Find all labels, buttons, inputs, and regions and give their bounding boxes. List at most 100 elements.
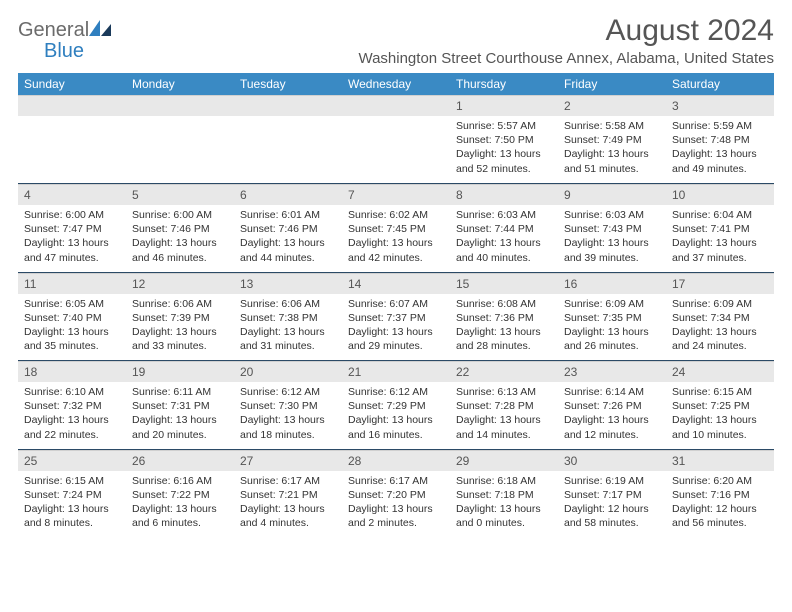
day-detail-line: Sunrise: 6:11 AM bbox=[132, 385, 228, 399]
calendar-day-cell: 10Sunrise: 6:04 AMSunset: 7:41 PMDayligh… bbox=[666, 184, 774, 272]
day-detail-line: Daylight: 13 hours bbox=[348, 502, 444, 516]
day-number: 26 bbox=[126, 450, 234, 471]
day-detail-line: Sunset: 7:31 PM bbox=[132, 399, 228, 413]
day-detail-line: Daylight: 12 hours bbox=[564, 502, 660, 516]
calendar-day-cell: 20Sunrise: 6:12 AMSunset: 7:30 PMDayligh… bbox=[234, 361, 342, 449]
calendar-week-row: 18Sunrise: 6:10 AMSunset: 7:32 PMDayligh… bbox=[18, 361, 774, 449]
day-detail-line: Daylight: 13 hours bbox=[564, 325, 660, 339]
calendar-day-cell: 29Sunrise: 6:18 AMSunset: 7:18 PMDayligh… bbox=[450, 449, 558, 537]
day-detail-line: Daylight: 13 hours bbox=[564, 236, 660, 250]
day-detail-line: Sunset: 7:46 PM bbox=[240, 222, 336, 236]
calendar-day-cell: 14Sunrise: 6:07 AMSunset: 7:37 PMDayligh… bbox=[342, 272, 450, 360]
day-detail-line: and 49 minutes. bbox=[672, 162, 768, 176]
calendar-day-cell: 28Sunrise: 6:17 AMSunset: 7:20 PMDayligh… bbox=[342, 449, 450, 537]
day-detail-line: Daylight: 13 hours bbox=[132, 413, 228, 427]
calendar-day-cell: 5Sunrise: 6:00 AMSunset: 7:46 PMDaylight… bbox=[126, 184, 234, 272]
calendar-day-cell bbox=[342, 95, 450, 183]
day-detail-line: Sunset: 7:40 PM bbox=[24, 311, 120, 325]
day-detail-line: Daylight: 13 hours bbox=[348, 413, 444, 427]
day-details: Sunrise: 6:14 AMSunset: 7:26 PMDaylight:… bbox=[558, 382, 666, 446]
calendar-day-cell: 4Sunrise: 6:00 AMSunset: 7:47 PMDaylight… bbox=[18, 184, 126, 272]
day-detail-line: Sunset: 7:38 PM bbox=[240, 311, 336, 325]
day-detail-line: Sunset: 7:17 PM bbox=[564, 488, 660, 502]
day-detail-line: Daylight: 13 hours bbox=[672, 325, 768, 339]
calendar-day-cell: 22Sunrise: 6:13 AMSunset: 7:28 PMDayligh… bbox=[450, 361, 558, 449]
day-number bbox=[126, 95, 234, 116]
calendar-day-cell: 11Sunrise: 6:05 AMSunset: 7:40 PMDayligh… bbox=[18, 272, 126, 360]
day-detail-line: Sunrise: 6:17 AM bbox=[348, 474, 444, 488]
calendar-day-cell: 27Sunrise: 6:17 AMSunset: 7:21 PMDayligh… bbox=[234, 449, 342, 537]
day-details: Sunrise: 6:06 AMSunset: 7:39 PMDaylight:… bbox=[126, 294, 234, 358]
day-detail-line: and 51 minutes. bbox=[564, 162, 660, 176]
day-detail-line: Daylight: 13 hours bbox=[240, 413, 336, 427]
brand-logo: General Blue bbox=[18, 14, 111, 62]
day-number bbox=[342, 95, 450, 116]
day-detail-line: Sunrise: 6:13 AM bbox=[456, 385, 552, 399]
calendar-day-cell: 1Sunrise: 5:57 AMSunset: 7:50 PMDaylight… bbox=[450, 95, 558, 183]
calendar-day-cell: 30Sunrise: 6:19 AMSunset: 7:17 PMDayligh… bbox=[558, 449, 666, 537]
day-number: 15 bbox=[450, 273, 558, 294]
day-detail-line: Sunset: 7:26 PM bbox=[564, 399, 660, 413]
day-detail-line: Sunrise: 6:00 AM bbox=[132, 208, 228, 222]
day-number: 31 bbox=[666, 450, 774, 471]
day-detail-line: Sunset: 7:37 PM bbox=[348, 311, 444, 325]
day-detail-line: Sunrise: 6:12 AM bbox=[240, 385, 336, 399]
day-number bbox=[18, 95, 126, 116]
weekday-header: Monday bbox=[126, 73, 234, 95]
day-detail-line: and 58 minutes. bbox=[564, 516, 660, 530]
day-detail-line: and 39 minutes. bbox=[564, 251, 660, 265]
day-detail-line: Sunrise: 5:58 AM bbox=[564, 119, 660, 133]
day-detail-line: and 12 minutes. bbox=[564, 428, 660, 442]
weekday-header: Saturday bbox=[666, 73, 774, 95]
day-detail-line: Daylight: 13 hours bbox=[132, 236, 228, 250]
day-details: Sunrise: 6:02 AMSunset: 7:45 PMDaylight:… bbox=[342, 205, 450, 269]
day-detail-line: Sunrise: 6:06 AM bbox=[240, 297, 336, 311]
day-detail-line: Daylight: 13 hours bbox=[348, 236, 444, 250]
day-detail-line: Sunset: 7:28 PM bbox=[456, 399, 552, 413]
day-details bbox=[234, 116, 342, 123]
day-number: 11 bbox=[18, 273, 126, 294]
day-detail-line: Sunset: 7:41 PM bbox=[672, 222, 768, 236]
day-details: Sunrise: 6:18 AMSunset: 7:18 PMDaylight:… bbox=[450, 471, 558, 535]
day-detail-line: and 16 minutes. bbox=[348, 428, 444, 442]
day-detail-line: Daylight: 13 hours bbox=[24, 502, 120, 516]
logo-text-block: General Blue bbox=[18, 20, 111, 62]
day-detail-line: Sunset: 7:45 PM bbox=[348, 222, 444, 236]
day-detail-line: and 0 minutes. bbox=[456, 516, 552, 530]
calendar-day-cell: 31Sunrise: 6:20 AMSunset: 7:16 PMDayligh… bbox=[666, 449, 774, 537]
calendar-week-row: 4Sunrise: 6:00 AMSunset: 7:47 PMDaylight… bbox=[18, 184, 774, 272]
calendar-day-cell: 13Sunrise: 6:06 AMSunset: 7:38 PMDayligh… bbox=[234, 272, 342, 360]
header: General Blue August 2024 Washington Stre… bbox=[18, 14, 774, 67]
day-detail-line: Daylight: 13 hours bbox=[672, 236, 768, 250]
day-number: 17 bbox=[666, 273, 774, 294]
day-detail-line: and 4 minutes. bbox=[240, 516, 336, 530]
day-detail-line: Sunrise: 6:08 AM bbox=[456, 297, 552, 311]
calendar-day-cell: 26Sunrise: 6:16 AMSunset: 7:22 PMDayligh… bbox=[126, 449, 234, 537]
day-detail-line: Daylight: 13 hours bbox=[456, 413, 552, 427]
day-number: 4 bbox=[18, 184, 126, 205]
calendar-day-cell: 6Sunrise: 6:01 AMSunset: 7:46 PMDaylight… bbox=[234, 184, 342, 272]
weekday-header: Tuesday bbox=[234, 73, 342, 95]
day-detail-line: Sunset: 7:50 PM bbox=[456, 133, 552, 147]
day-detail-line: Sunrise: 6:12 AM bbox=[348, 385, 444, 399]
day-detail-line: Sunrise: 6:01 AM bbox=[240, 208, 336, 222]
day-detail-line: Daylight: 13 hours bbox=[240, 502, 336, 516]
day-detail-line: and 56 minutes. bbox=[672, 516, 768, 530]
day-detail-line: Daylight: 13 hours bbox=[672, 413, 768, 427]
day-number: 24 bbox=[666, 361, 774, 382]
day-number: 5 bbox=[126, 184, 234, 205]
day-details bbox=[18, 116, 126, 123]
day-detail-line: Sunrise: 6:17 AM bbox=[240, 474, 336, 488]
calendar-grid: SundayMondayTuesdayWednesdayThursdayFrid… bbox=[18, 73, 774, 537]
day-detail-line: Daylight: 13 hours bbox=[564, 147, 660, 161]
day-detail-line: Sunset: 7:18 PM bbox=[456, 488, 552, 502]
day-detail-line: Sunrise: 6:18 AM bbox=[456, 474, 552, 488]
day-detail-line: and 40 minutes. bbox=[456, 251, 552, 265]
day-details: Sunrise: 6:00 AMSunset: 7:46 PMDaylight:… bbox=[126, 205, 234, 269]
day-number: 18 bbox=[18, 361, 126, 382]
location-subtitle: Washington Street Courthouse Annex, Alab… bbox=[358, 50, 774, 67]
day-details: Sunrise: 6:15 AMSunset: 7:25 PMDaylight:… bbox=[666, 382, 774, 446]
weekday-header-row: SundayMondayTuesdayWednesdayThursdayFrid… bbox=[18, 73, 774, 95]
day-details: Sunrise: 6:09 AMSunset: 7:34 PMDaylight:… bbox=[666, 294, 774, 358]
calendar-week-row: 1Sunrise: 5:57 AMSunset: 7:50 PMDaylight… bbox=[18, 95, 774, 183]
